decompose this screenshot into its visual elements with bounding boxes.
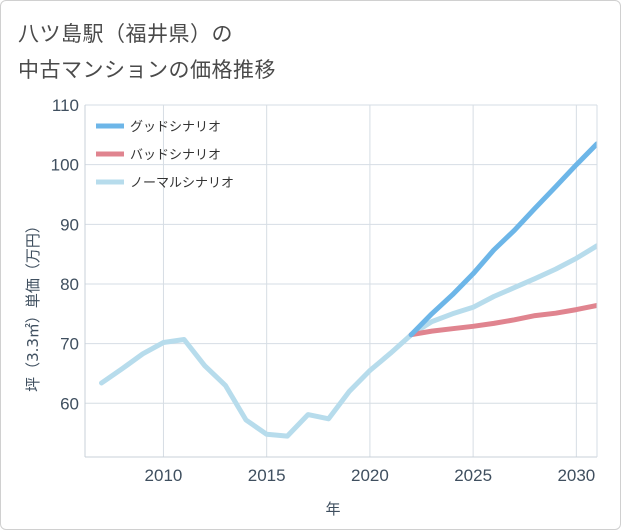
- y-tick-label: 110: [52, 96, 79, 115]
- legend-label-0: グッドシナリオ: [130, 120, 221, 135]
- legend-label-1: バッドシナリオ: [130, 148, 221, 163]
- series-lines: [99, 141, 597, 439]
- y-tick-label: 70: [60, 335, 79, 354]
- series-line-2: [99, 243, 597, 439]
- grid-lines: [85, 104, 597, 457]
- x-tick-label: 2025: [454, 466, 492, 485]
- x-tick-label: 2030: [557, 466, 595, 485]
- x-axis-label: 年: [325, 500, 340, 518]
- y-tick-label: 80: [60, 275, 79, 294]
- series-line-0: [408, 141, 597, 338]
- x-tick-label: 2010: [145, 466, 183, 485]
- y-axis-label: 坪（3.3㎡）単価（万円）: [24, 218, 42, 392]
- y-tick-label: 90: [60, 215, 79, 234]
- axes: 60 70 80 90 100 110 2010 2015 2020 2025 2030: [51, 96, 598, 485]
- series-line-1: [408, 303, 597, 338]
- x-tick-label: 2020: [351, 466, 389, 485]
- y-tick-label: 60: [60, 394, 79, 413]
- legend-label-2: ノーマルシナリオ: [130, 176, 234, 191]
- chart-title-line1: 八ツ島駅（福井県）の: [18, 22, 233, 46]
- x-tick-label: 2015: [248, 466, 286, 485]
- y-tick-label: 100: [51, 156, 79, 175]
- chart-title-line2: 中古マンションの価格推移: [18, 58, 276, 82]
